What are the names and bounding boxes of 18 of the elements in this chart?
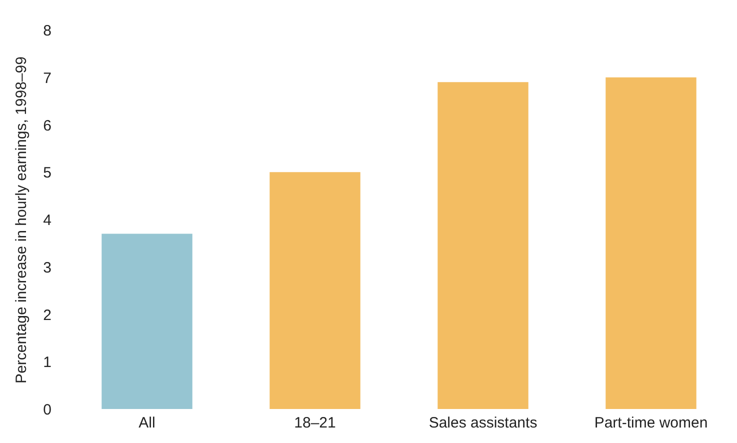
bar xyxy=(606,77,696,409)
y-axis-title: Percentage increase in hourly earnings, 1998–99 xyxy=(13,56,30,384)
bar xyxy=(270,172,360,409)
y-tick-label: 3 xyxy=(43,259,52,276)
y-tick-label: 1 xyxy=(43,354,52,372)
y-tick-label: 0 xyxy=(43,402,52,418)
y-tick-label: 5 xyxy=(43,164,52,182)
bar xyxy=(102,234,192,409)
x-tick-label: 18–21 xyxy=(294,414,336,432)
y-tick-label: 4 xyxy=(43,212,52,229)
bar xyxy=(438,82,528,409)
y-tick-label: 7 xyxy=(43,70,52,87)
y-tick-label: 6 xyxy=(43,117,52,134)
x-tick-label: All xyxy=(138,414,156,432)
x-tick-label: Sales assistants xyxy=(428,414,538,432)
y-tick-label: 8 xyxy=(43,22,52,40)
x-tick-label: Part-time women xyxy=(594,414,708,432)
y-tick-label: 2 xyxy=(43,306,52,324)
